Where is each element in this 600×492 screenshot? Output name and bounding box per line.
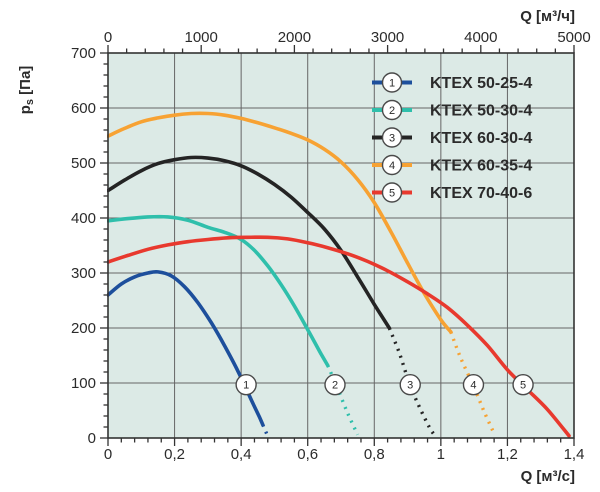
bottom-axis-title: Q [м³/с] [521,468,575,485]
plot-border [107,52,575,439]
marker-number: 5 [520,380,526,392]
curve-ktex-50-25-4-dotted [261,424,269,436]
curve-ktex-50-30-4-dotted [326,364,360,436]
legend-item-ktex-60-35-4: 4 KTEX 60-35-4 [372,154,532,176]
bottom-tick-label: 0 [104,446,112,463]
curve-ktex-50-30-4 [107,214,330,368]
marker-circle [512,373,534,396]
top-tick-label: 5000 [557,29,590,46]
left-tick-label: 500 [71,155,96,172]
marker-circle [324,373,346,396]
legend-marker-number: 1 [389,78,395,90]
curve-ktex-70-40-6 [107,235,571,438]
bottom-tick-label: 0,8 [364,446,385,463]
curve-ktex-60-30-4-dotted [387,327,436,436]
legend-label: KTEX 50-25-4 [430,75,532,92]
legend-label: KTEX 60-30-4 [430,130,532,147]
bottom-tick-label: 1,2 [497,446,518,463]
legend-item-ktex-70-40-6: 5 KTEX 70-40-6 [372,182,532,203]
bottom-tick-label: 1 [437,446,445,463]
legend-item-ktex-50-25-4: 1 KTEX 50-25-4 [372,72,532,93]
bottom-tick-label: 1,4 [564,446,585,463]
legend-marker-number: 2 [389,105,395,117]
curve-marker-2: 2 [324,373,346,396]
left-tick-label: 300 [71,265,96,282]
legend-label: KTEX 50-30-4 [430,103,532,120]
curve-marker-1: 1 [235,373,257,396]
legend-item-ktex-50-30-4: 2 KTEX 50-30-4 [372,99,532,121]
curve-ktex-60-35-4 [107,111,453,334]
top-tick-label: 3000 [371,29,404,46]
legend-marker-circle [381,72,403,93]
left-tick-label: 700 [71,45,96,62]
marker-number: 4 [470,380,476,392]
bottom-tick-label: 0,4 [231,446,252,463]
left-axis-title: ps [Па] [17,66,36,115]
bottom-tick-label: 0,2 [164,446,185,463]
left-tick-label: 600 [71,100,96,117]
marker-number: 3 [407,380,413,392]
curve-number-markers: 1 2 3 4 5 [235,373,534,396]
left-tick-label: 200 [71,320,96,337]
left-axis: 0 100 200 300 400 500 600 700 ps [Па] [17,45,108,447]
marker-circle [235,373,257,396]
left-tick-label: 100 [71,375,96,392]
legend-marker-circle [381,127,403,148]
top-axis: 0 1000 2000 3000 4000 5000 Q [м³/ч] [104,8,591,53]
legend-marker-circle [381,182,403,203]
marker-number: 1 [243,380,249,392]
legend-marker-circle [381,99,403,121]
legend-marker-number: 4 [389,160,395,172]
plot-area [108,53,574,438]
legend-marker-number: 3 [389,133,395,145]
bottom-axis: 0 0,2 0,4 0,6 0,8 1 1,2 1,4 Q [м³/с] [104,438,585,485]
legend-item-ktex-60-30-4: 3 KTEX 60-30-4 [372,127,532,148]
top-tick-label: 2000 [278,29,311,46]
curve-ktex-50-25-4 [107,269,265,427]
top-tick-label: 0 [104,29,112,46]
top-axis-title: Q [м³/ч] [520,8,575,25]
top-tick-label: 4000 [464,29,497,46]
legend: 1 KTEX 50-25-4 2 KTEX 50-30-4 3 KTEX 60-30-4 4… [372,72,532,203]
curve-marker-4: 4 [462,373,485,396]
curves [107,111,571,438]
bottom-tick-label: 0,6 [297,446,318,463]
marker-circle [399,373,421,396]
legend-label: KTEX 60-35-4 [430,158,532,175]
left-tick-label: 0 [88,430,96,447]
curve-marker-3: 3 [399,373,421,396]
legend-marker-circle [381,154,403,176]
legend-marker-number: 5 [389,188,395,200]
marker-circle [462,373,485,396]
left-tick-label: 400 [71,210,96,227]
top-tick-label: 1000 [185,29,218,46]
curve-marker-5: 5 [512,373,534,396]
legend-label: KTEX 70-40-6 [430,185,532,202]
marker-number: 2 [332,380,338,392]
